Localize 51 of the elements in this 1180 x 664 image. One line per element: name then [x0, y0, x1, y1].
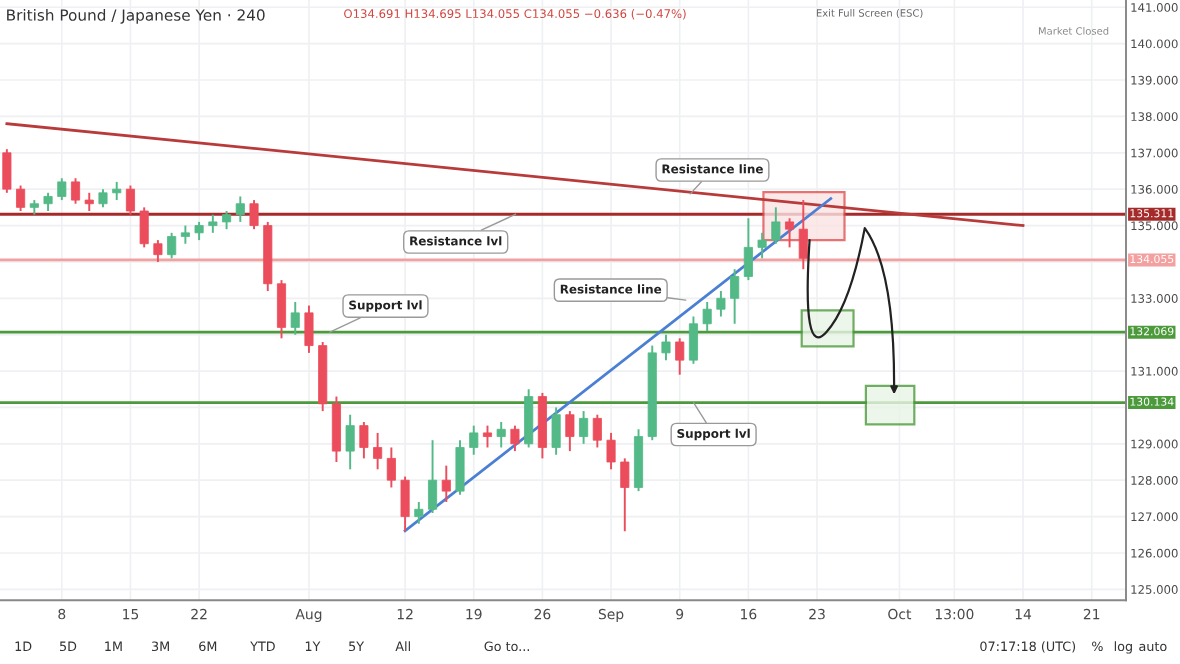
- candlestick: [524, 388, 534, 449]
- candlestick: [112, 180, 122, 202]
- candlestick: [331, 395, 341, 463]
- candlestick: [43, 191, 53, 212]
- candlestick: [441, 464, 451, 503]
- candlestick: [57, 177, 67, 202]
- candlestick: [180, 224, 190, 245]
- candlestick: [510, 424, 520, 453]
- candlestick: [579, 410, 589, 445]
- candlestick: [661, 333, 671, 362]
- candlestick: [771, 206, 781, 245]
- candlestick: [675, 337, 685, 376]
- candlestick: [730, 268, 740, 325]
- candlestick: [688, 315, 698, 365]
- candlestick: [125, 184, 135, 216]
- candlestick: [304, 304, 314, 354]
- candlestick: [702, 300, 712, 333]
- candlestick: [757, 231, 767, 260]
- candlestick: [565, 410, 575, 453]
- candlestick: [153, 239, 163, 263]
- candlestick: [716, 290, 726, 318]
- candlestick: [345, 413, 355, 471]
- candlestick: [2, 148, 12, 194]
- candlestick: [400, 475, 410, 533]
- candlestick: [620, 457, 630, 533]
- candlestick: [428, 439, 438, 514]
- candlestick: [455, 439, 465, 496]
- candlestick: [496, 421, 506, 449]
- candlestick: [469, 424, 479, 456]
- candlestick: [414, 501, 424, 525]
- candlestick: [222, 210, 232, 231]
- candlestick: [482, 424, 493, 449]
- candlestick: [276, 279, 287, 340]
- candlestick: [208, 213, 218, 234]
- candlestick: [70, 177, 81, 205]
- candlestick: [167, 231, 177, 260]
- candlestick: [290, 300, 300, 336]
- candlestick: [139, 206, 149, 249]
- candlestick: [235, 195, 245, 223]
- candlestick: [249, 199, 259, 231]
- candlestick: [606, 431, 616, 471]
- candlestick: [359, 421, 369, 460]
- candlestick: [16, 184, 26, 212]
- candlestick: [386, 446, 396, 489]
- candlestick: [194, 220, 204, 242]
- candlestick: [592, 413, 602, 449]
- candlestick: [551, 406, 561, 456]
- candlestick: [743, 217, 753, 282]
- candlestick: [373, 431, 383, 471]
- candlestick: [98, 188, 108, 209]
- candlestick: [84, 191, 94, 212]
